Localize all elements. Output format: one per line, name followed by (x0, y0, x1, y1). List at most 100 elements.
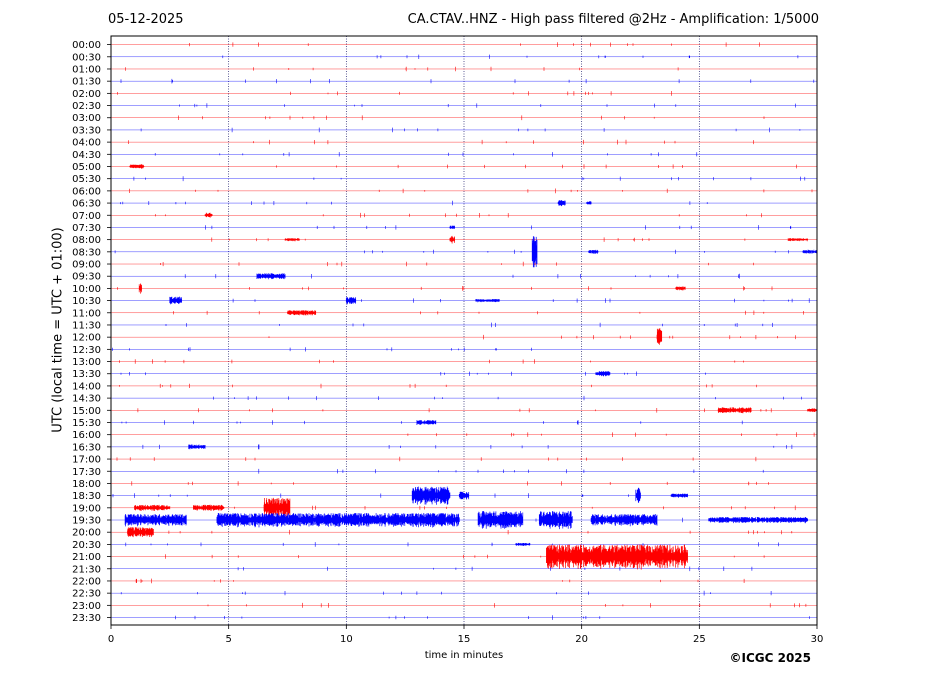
trace-noise-1530 (121, 420, 743, 425)
y-tick-label: 15:00 (72, 406, 101, 417)
y-tick-label: 07:00 (72, 211, 101, 222)
event-0830 (531, 236, 538, 268)
event-1830 (670, 493, 688, 498)
y-tick-label: 02:00 (72, 89, 101, 100)
y-tick-label: 15:30 (72, 418, 101, 429)
trace-noise-0700 (155, 212, 762, 218)
event-1200 (656, 328, 663, 345)
trace-noise-1300 (119, 359, 744, 364)
event-0630 (586, 201, 592, 205)
y-tick-label: 04:00 (72, 138, 101, 149)
event-1930 (708, 517, 808, 524)
y-tick-label: 00:00 (72, 40, 101, 51)
y-tick-label: 01:30 (72, 77, 101, 88)
y-tick-label: 03:30 (72, 125, 101, 136)
y-tick-label: 16:00 (72, 430, 101, 441)
y-tick-label: 10:00 (72, 284, 101, 295)
y-tick-label: 13:30 (72, 369, 101, 380)
trace-noise-0900 (160, 261, 754, 267)
event-1530 (416, 420, 437, 425)
y-tick-label: 20:30 (72, 540, 101, 551)
event-1900 (134, 504, 171, 511)
trace-noise-1200 (268, 334, 796, 340)
trace-noise-1230 (112, 347, 532, 352)
y-tick-label: 23:00 (72, 601, 101, 612)
trace-noise-2230 (120, 590, 772, 596)
y-tick-label: 11:00 (72, 308, 101, 319)
y-tick-label: 17:00 (72, 455, 101, 466)
event-2000 (127, 527, 154, 538)
event-0800 (788, 238, 808, 242)
y-tick-label: 19:00 (72, 503, 101, 514)
x-tick-label: 15 (458, 634, 471, 645)
y-tick-label: 18:30 (72, 491, 101, 502)
event-1000 (138, 283, 142, 294)
y-tick-label: 08:00 (72, 235, 101, 246)
trace-noise-1600 (407, 432, 815, 437)
y-tick-label: 11:30 (72, 320, 101, 331)
trace-noise-1500 (137, 408, 772, 413)
event-0800 (284, 238, 300, 242)
event-1930 (404, 513, 460, 528)
y-tick-label: 23:30 (72, 613, 101, 624)
event-0930 (256, 273, 286, 280)
event-0830 (588, 249, 599, 254)
trace-noise-0000 (189, 42, 760, 47)
trace-noise-0730 (205, 225, 792, 230)
event-1930 (538, 511, 573, 530)
trace-noise-1130 (165, 322, 773, 328)
event-0630 (557, 200, 566, 207)
y-tick-label: 16:30 (72, 442, 101, 453)
x-tick-label: 5 (225, 634, 231, 645)
y-tick-label: 22:30 (72, 589, 101, 600)
trace-noise-1330 (120, 371, 706, 376)
trace-noise-0300 (178, 115, 765, 121)
event-2030 (515, 542, 531, 546)
y-tick-label: 22:00 (72, 576, 101, 587)
y-tick-label: 08:30 (72, 247, 101, 258)
event-1930 (477, 511, 524, 529)
event-1500 (717, 407, 752, 414)
event-0500 (129, 164, 145, 169)
event-1900 (193, 504, 225, 511)
trace-noise-1400 (119, 383, 757, 389)
event-1930 (590, 514, 658, 527)
trace-noise-1800 (131, 481, 769, 486)
event-1100 (287, 310, 317, 316)
y-tick-label: 05:30 (72, 174, 101, 185)
y-tick-label: 18:00 (72, 479, 101, 490)
trace-noise-0200 (117, 91, 672, 96)
y-tick-label: 17:30 (72, 467, 101, 478)
y-tick-label: 14:30 (72, 394, 101, 405)
trace-noise-0430 (154, 152, 698, 157)
event-0700 (204, 212, 213, 218)
date-label: 05-12-2025 (108, 12, 184, 27)
trace-noise-0030 (222, 54, 799, 59)
trace-noise-2030 (125, 542, 779, 547)
trace-noise-2000 (131, 529, 793, 535)
trace-noise-1730 (258, 468, 764, 474)
trace-noise-1030 (232, 298, 810, 303)
event-1000 (675, 286, 686, 291)
copyright-label: ©ICGC 2025 (729, 651, 811, 665)
trace-noise-1000 (117, 286, 773, 291)
event-1030 (169, 296, 182, 305)
event-1030 (345, 297, 357, 305)
trace-noise-0500 (141, 164, 797, 169)
event-0730 (449, 225, 455, 229)
trace-noise-2300 (207, 602, 807, 608)
y-tick-label: 06:30 (72, 199, 101, 210)
event-1930 (124, 514, 187, 527)
event-2100 (546, 544, 688, 570)
x-tick-label: 20 (575, 634, 588, 645)
trace-noise-0530 (133, 176, 806, 182)
y-tick-label: 00:30 (72, 52, 101, 63)
y-tick-label: 07:30 (72, 223, 101, 234)
y-tick-label: 21:30 (72, 564, 101, 575)
y-tick-label: 03:00 (72, 113, 101, 124)
x-tick-label: 30 (811, 634, 824, 645)
trace-noise-2130 (237, 566, 753, 572)
y-tick-label: 01:00 (72, 64, 101, 75)
event-1630 (188, 444, 206, 450)
